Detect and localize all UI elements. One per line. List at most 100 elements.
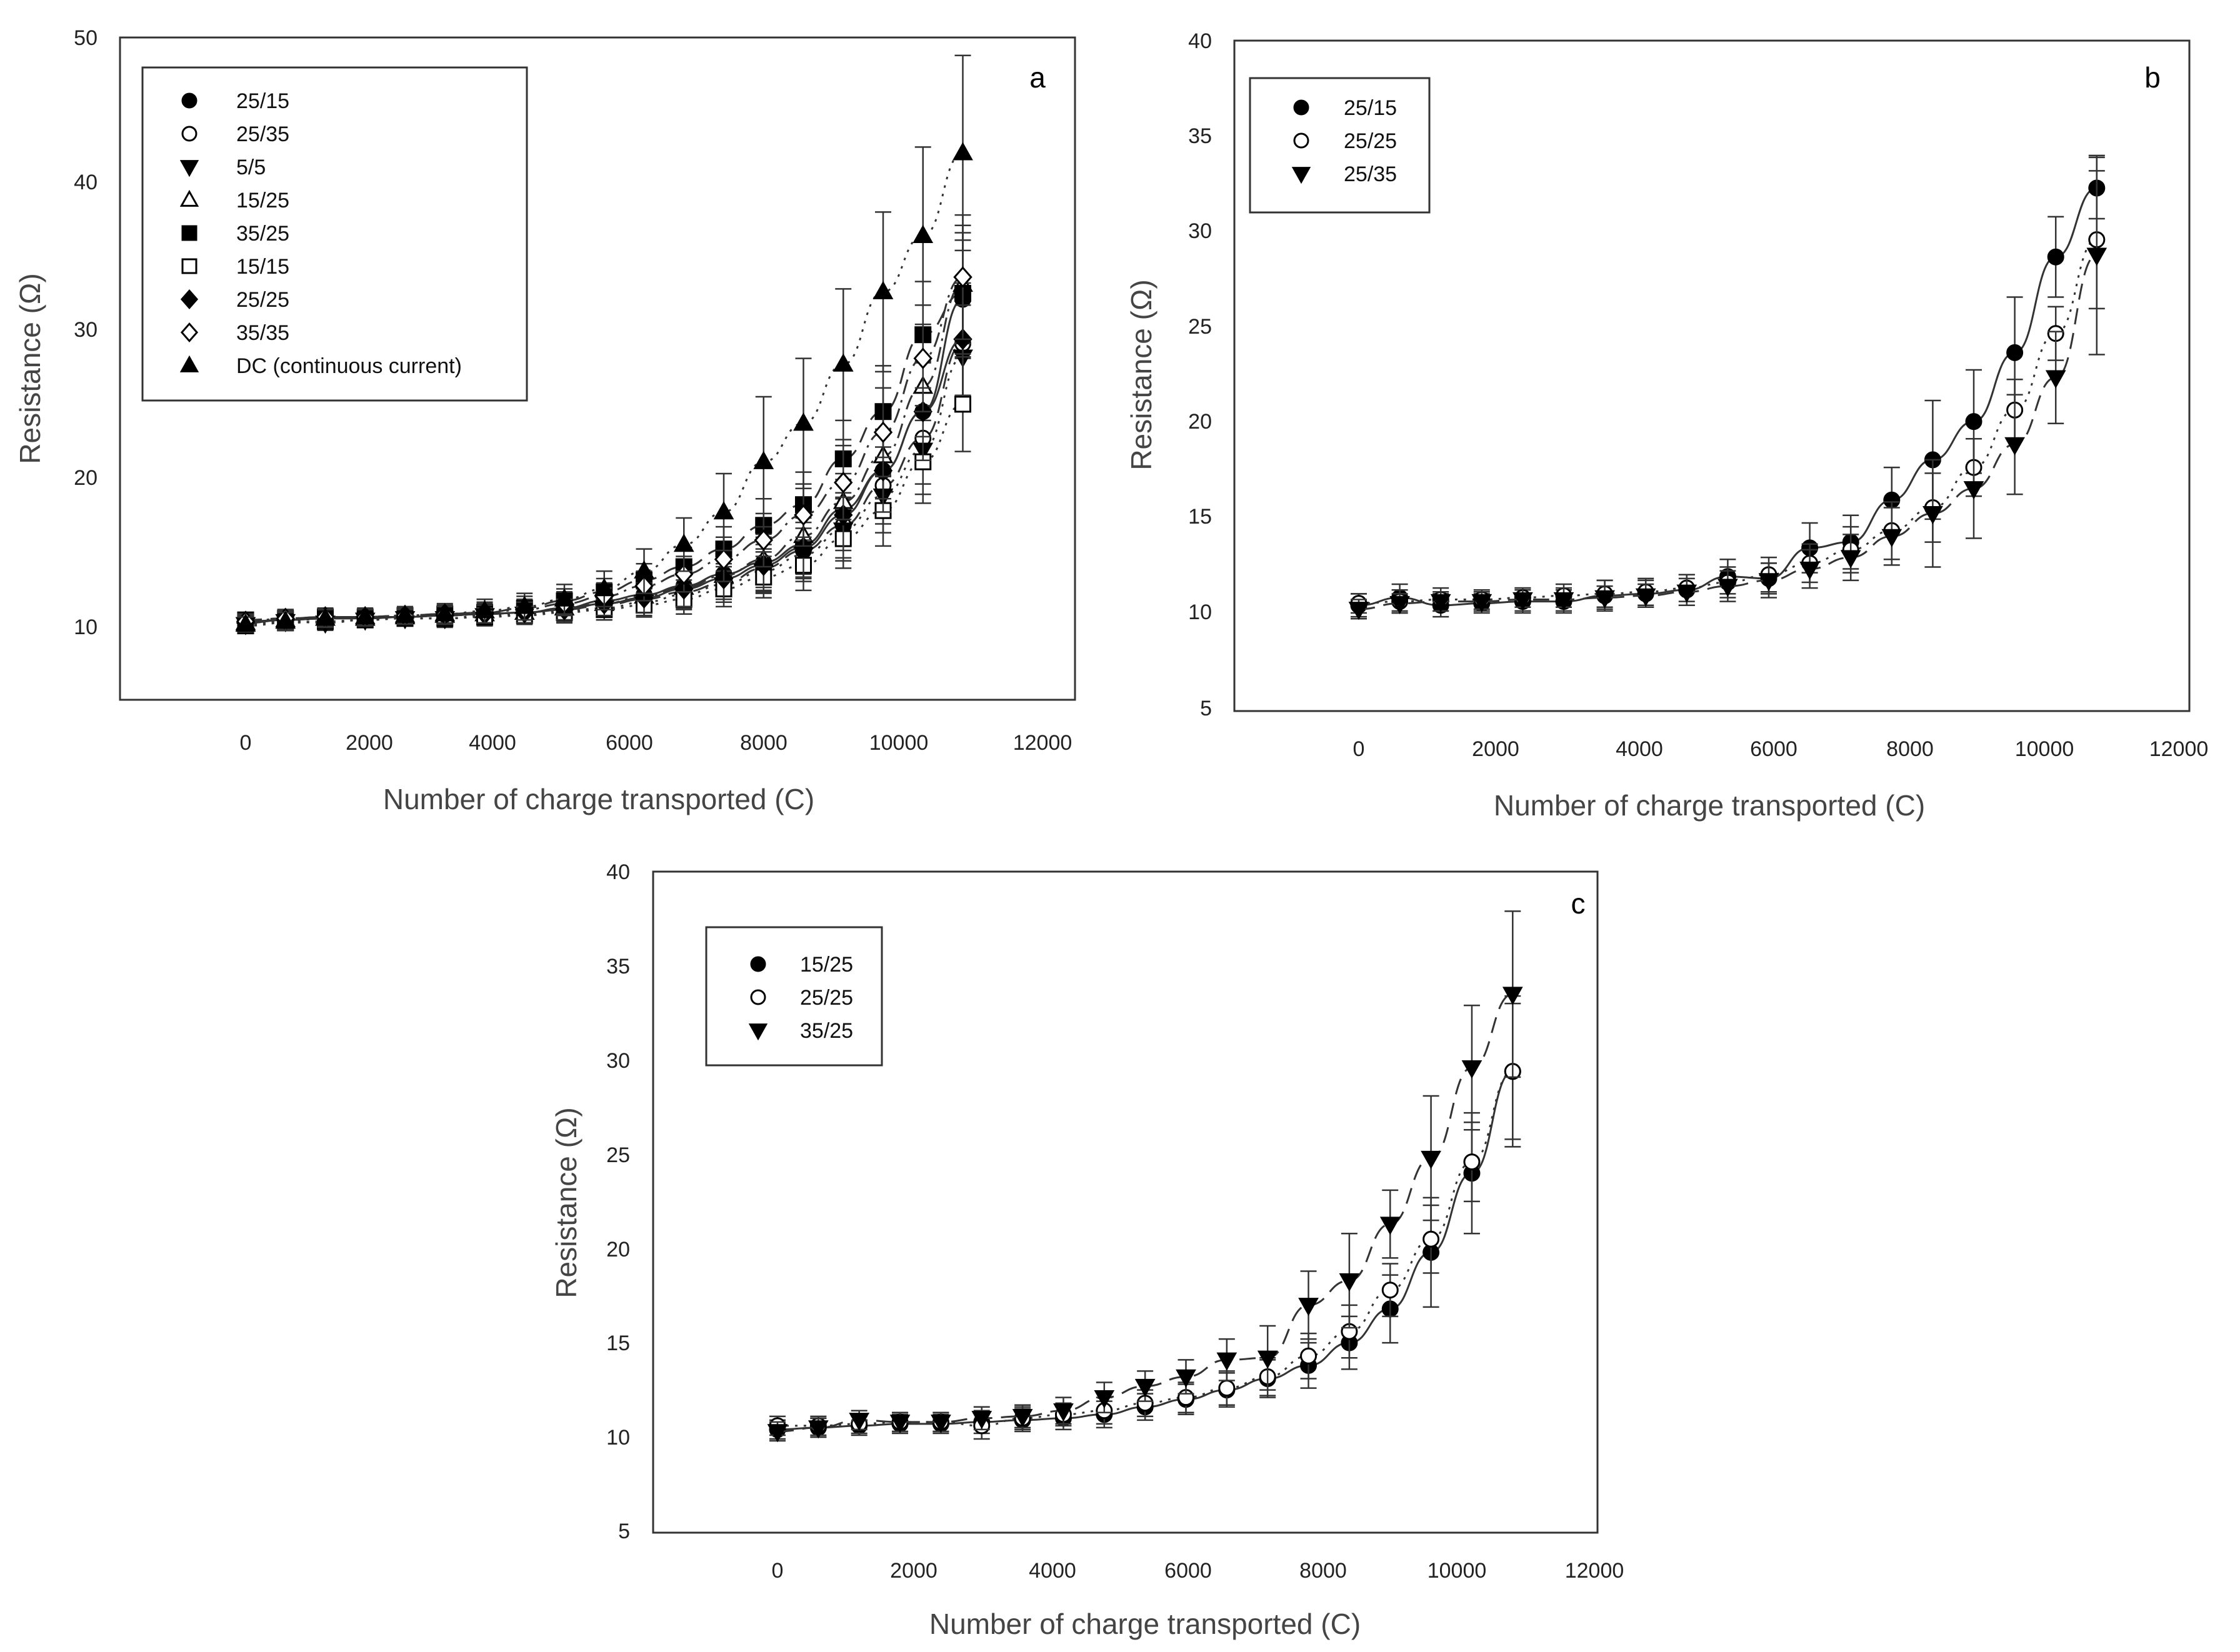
y-axis: 50 40 30 20 10 (74, 26, 98, 639)
data-point (1381, 1281, 1399, 1299)
data-point (713, 501, 734, 520)
data-point (954, 396, 971, 413)
data-point (2006, 344, 2024, 361)
data-point (394, 604, 416, 623)
series-layer (1348, 154, 2108, 620)
data-point (554, 588, 575, 607)
data-point (1176, 1369, 1196, 1388)
x-axis: 0 2000 4000 6000 8000 10000 12000 (772, 1559, 1624, 1583)
x-tick-label: 12000 (2149, 737, 2209, 761)
x-tick-label: 0 (772, 1559, 784, 1583)
series-line (1358, 254, 2098, 610)
data-point (673, 534, 694, 552)
y-tick-label: 10 (1188, 600, 1212, 624)
data-point (634, 560, 654, 579)
series-35-25 (767, 910, 1523, 1443)
legend-frame (1249, 77, 1431, 214)
series-25-35 (1348, 154, 2108, 620)
data-point (914, 453, 932, 470)
x-axis: 0 2000 4000 6000 8000 10000 12000 (1353, 737, 2209, 761)
series-layer (235, 54, 973, 635)
legend: 25/15 25/35 5/5 15/25 35/25 15/15 25/25 … (141, 66, 528, 402)
data-point (834, 471, 853, 494)
legend-label: 35/25 (800, 1019, 853, 1043)
data-point (1134, 1378, 1156, 1398)
y-tick-label: 15 (606, 1331, 630, 1355)
data-point (1300, 1347, 1318, 1365)
x-tick-label: 12000 (1565, 1559, 1624, 1583)
data-point (2086, 247, 2108, 266)
x-tick-label: 6000 (606, 731, 653, 755)
data-point (794, 537, 813, 559)
legend-label: 15/25 (800, 953, 853, 977)
y-tick-label: 20 (1188, 410, 1212, 434)
data-point (849, 1413, 870, 1431)
data-point (1421, 1150, 1441, 1169)
y-tick-label: 40 (74, 171, 98, 194)
y-tick-label: 30 (1188, 219, 1212, 243)
data-point (1799, 561, 1820, 580)
data-point (2047, 248, 2064, 266)
data-point (889, 1415, 911, 1433)
data-point (1348, 602, 1369, 620)
data-point (953, 266, 972, 288)
x-axis-label: Number of charge transported (C) (383, 783, 814, 815)
x-tick-label: 6000 (1164, 1559, 1212, 1583)
plot-frame (1233, 39, 2191, 712)
legend-marker (180, 322, 199, 343)
x-tick-label: 8000 (740, 731, 788, 755)
data-point (594, 578, 615, 597)
series-25-25 (1350, 170, 2106, 614)
data-point (1094, 1390, 1115, 1409)
legend-marker (181, 258, 198, 274)
data-point (1635, 588, 1656, 607)
data-point (2045, 370, 2066, 389)
x-tick-label: 2000 (346, 731, 393, 755)
y-tick-label: 5 (618, 1520, 630, 1543)
data-point (794, 504, 813, 526)
legend-frame (705, 926, 883, 1067)
panel-letter: a (1029, 61, 1046, 94)
data-point (1512, 592, 1533, 611)
data-point (275, 610, 296, 629)
y-tick-label: 25 (1188, 315, 1212, 339)
data-point (872, 281, 894, 299)
data-point (1963, 481, 1984, 500)
y-tick-label: 35 (606, 955, 630, 978)
data-point (1216, 1352, 1238, 1371)
data-point (1339, 1273, 1360, 1292)
data-point (1758, 573, 1779, 592)
data-point (832, 353, 854, 372)
y-axis: 40 35 30 25 20 15 10 5 (1188, 29, 1212, 720)
data-point (1422, 1230, 1440, 1248)
x-axis-label: Number of charge transported (C) (1494, 789, 1925, 822)
data-point (1840, 550, 1861, 569)
y-tick-label: 30 (74, 318, 98, 342)
legend-label: 5/5 (236, 156, 266, 179)
data-point (354, 605, 376, 625)
x-tick-label: 0 (240, 731, 252, 755)
y-tick-label: 40 (1188, 29, 1212, 53)
x-tick-label: 10000 (1428, 1559, 1487, 1583)
series-dc-continuous-current- (235, 54, 973, 633)
legend-label: 15/15 (236, 255, 289, 279)
data-point (1718, 579, 1738, 597)
data-point (1430, 594, 1451, 613)
data-point (971, 1411, 992, 1430)
legend-marker (180, 289, 199, 310)
x-tick-label: 6000 (1750, 737, 1798, 761)
legend-marker (750, 956, 766, 972)
plot-frame (652, 870, 1599, 1534)
x-axis-label: Number of charge transported (C) (929, 1608, 1361, 1640)
data-point (1218, 1380, 1236, 1397)
x-tick-label: 2000 (890, 1559, 938, 1583)
legend-label: 25/25 (1344, 129, 1397, 153)
series-line (245, 356, 963, 625)
x-tick-label: 8000 (1299, 1559, 1347, 1583)
legend-label: 35/35 (236, 321, 289, 345)
y-tick-label: 30 (606, 1049, 630, 1073)
legend-marker (1291, 167, 1311, 184)
series-line (1358, 239, 2098, 605)
x-tick-label: 8000 (1886, 737, 1934, 761)
data-point (808, 1420, 829, 1439)
